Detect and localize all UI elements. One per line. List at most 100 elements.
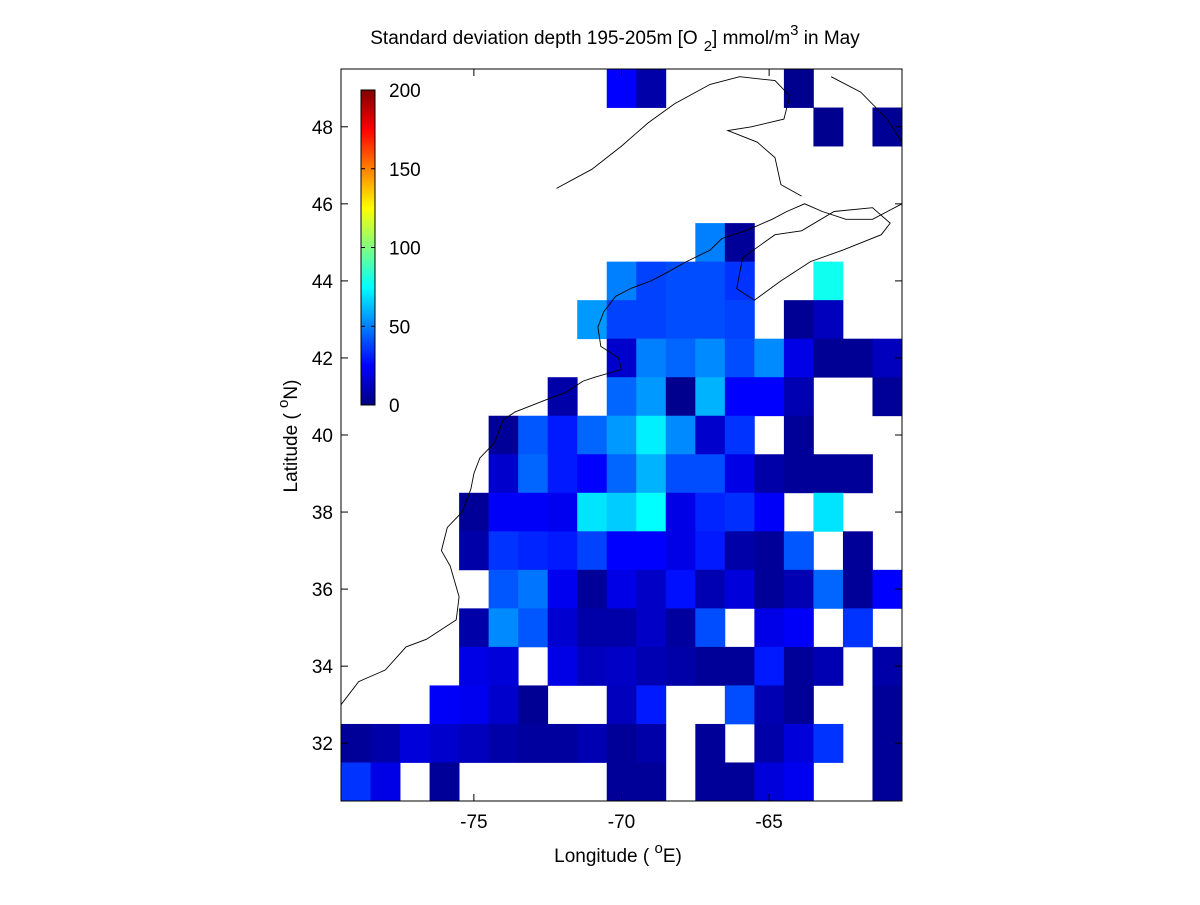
heatmap-cell xyxy=(695,762,726,802)
heatmap-cell xyxy=(547,608,578,648)
heatmap-cell xyxy=(695,569,726,609)
heatmap-cell xyxy=(547,723,578,763)
heatmap-cell xyxy=(606,377,637,417)
heatmap-cell xyxy=(400,723,430,763)
heatmap-cell xyxy=(547,415,578,455)
heatmap-cell xyxy=(872,762,903,802)
colorbar: 0 50 100 150 200 xyxy=(360,81,421,417)
heatmap-cell xyxy=(606,685,637,725)
heatmap-cell xyxy=(695,646,726,686)
colorbar-tick-label: 0 xyxy=(389,396,400,417)
heatmap-cell xyxy=(754,685,785,725)
heatmap-cell xyxy=(783,377,814,417)
heatmap-cell xyxy=(872,377,903,417)
heatmap-cell xyxy=(636,377,667,417)
heatmap-cell xyxy=(695,492,726,532)
heatmap-cell xyxy=(724,338,755,378)
heatmap-cell xyxy=(754,608,785,648)
heatmap-cell xyxy=(783,300,814,340)
heatmap-cell xyxy=(636,415,667,455)
heatmap-cell xyxy=(577,723,608,763)
heatmap-cell xyxy=(577,492,608,532)
heatmap-cell xyxy=(724,415,755,455)
y-tick-label: 44 xyxy=(312,272,334,293)
y-tick-label: 40 xyxy=(312,426,333,447)
heatmap-cell xyxy=(695,261,726,301)
heatmap-cell xyxy=(842,608,873,648)
x-tick-label: -70 xyxy=(608,812,635,833)
heatmap-cell xyxy=(577,531,608,571)
heatmap-cell xyxy=(606,492,637,532)
heatmap-cell xyxy=(547,454,578,494)
heatmap-cell xyxy=(577,415,608,455)
heatmap-cell xyxy=(695,338,726,378)
heatmap-cell xyxy=(783,454,814,494)
heatmap-cell xyxy=(783,569,814,609)
heatmap-cell xyxy=(606,261,637,301)
heatmap-cell xyxy=(341,762,371,802)
heatmap-cell xyxy=(754,492,785,532)
y-tick-label: 46 xyxy=(312,195,333,216)
heatmap-cell xyxy=(429,685,460,725)
heatmap-cell xyxy=(488,569,519,609)
heatmap-cell xyxy=(842,569,873,609)
y-axis-label: Latitude ( oN) xyxy=(275,380,302,493)
heatmap-cell xyxy=(665,261,696,301)
heatmap-cell xyxy=(695,608,726,648)
coastline-st-lawrence xyxy=(556,76,802,197)
heatmap-cell xyxy=(488,685,519,725)
heatmap-cell xyxy=(813,107,844,147)
heatmap-cell xyxy=(606,415,637,455)
heatmap-cell xyxy=(606,454,637,494)
heatmap-cell xyxy=(665,531,696,571)
heatmap-cell xyxy=(370,762,401,802)
heatmap-cell xyxy=(724,531,755,571)
heatmap-cell xyxy=(488,531,519,571)
heatmap-cell xyxy=(813,723,844,763)
heatmap-cell xyxy=(842,338,873,378)
heatmap-cell xyxy=(842,531,873,571)
heatmap-cell xyxy=(518,492,549,532)
heatmap-cell xyxy=(459,492,490,532)
heatmap-cell xyxy=(488,415,519,455)
y-tick-label: 36 xyxy=(312,580,333,601)
heatmap-cell xyxy=(606,723,637,763)
heatmap-cell xyxy=(606,569,637,609)
heatmap-cell xyxy=(577,608,608,648)
heatmap-cell xyxy=(665,338,696,378)
heatmap-cell xyxy=(370,723,401,763)
heatmap-cell xyxy=(488,723,519,763)
heatmap-cell xyxy=(842,454,873,494)
coastline-east xyxy=(340,203,903,705)
heatmap-cell xyxy=(518,723,549,763)
heatmap-cell xyxy=(429,723,460,763)
coastline xyxy=(340,76,903,705)
heatmap-cell xyxy=(813,492,844,532)
y-tick-label: 34 xyxy=(312,657,334,678)
heatmap-cell xyxy=(606,300,637,340)
heatmap-cell xyxy=(518,569,549,609)
y-tick-label: 48 xyxy=(312,118,333,139)
heatmap-cell xyxy=(636,300,667,340)
heatmap-cell xyxy=(754,531,785,571)
heatmap-cell xyxy=(783,338,814,378)
heatmap-cell xyxy=(665,608,696,648)
heatmap-cell xyxy=(459,608,490,648)
heatmap-cell xyxy=(636,762,667,802)
heatmap-cell xyxy=(695,531,726,571)
heatmap-cell xyxy=(813,454,844,494)
heatmap-cell xyxy=(724,377,755,417)
heatmap-cell xyxy=(724,261,755,301)
heatmap-cell xyxy=(783,762,814,802)
colorbar-tick-label: 100 xyxy=(389,239,421,260)
heatmap-cell xyxy=(813,338,844,378)
heatmap-cell xyxy=(518,685,549,725)
y-tick-label: 38 xyxy=(312,503,333,524)
heatmap-cell xyxy=(813,300,844,340)
axis-ticks: -75 -70 -65 32 34 36 38 40 42 44 46 48 xyxy=(312,69,902,833)
heatmap-cell xyxy=(459,685,490,725)
y-tick-label: 42 xyxy=(312,349,333,370)
heatmap-cell xyxy=(724,569,755,609)
